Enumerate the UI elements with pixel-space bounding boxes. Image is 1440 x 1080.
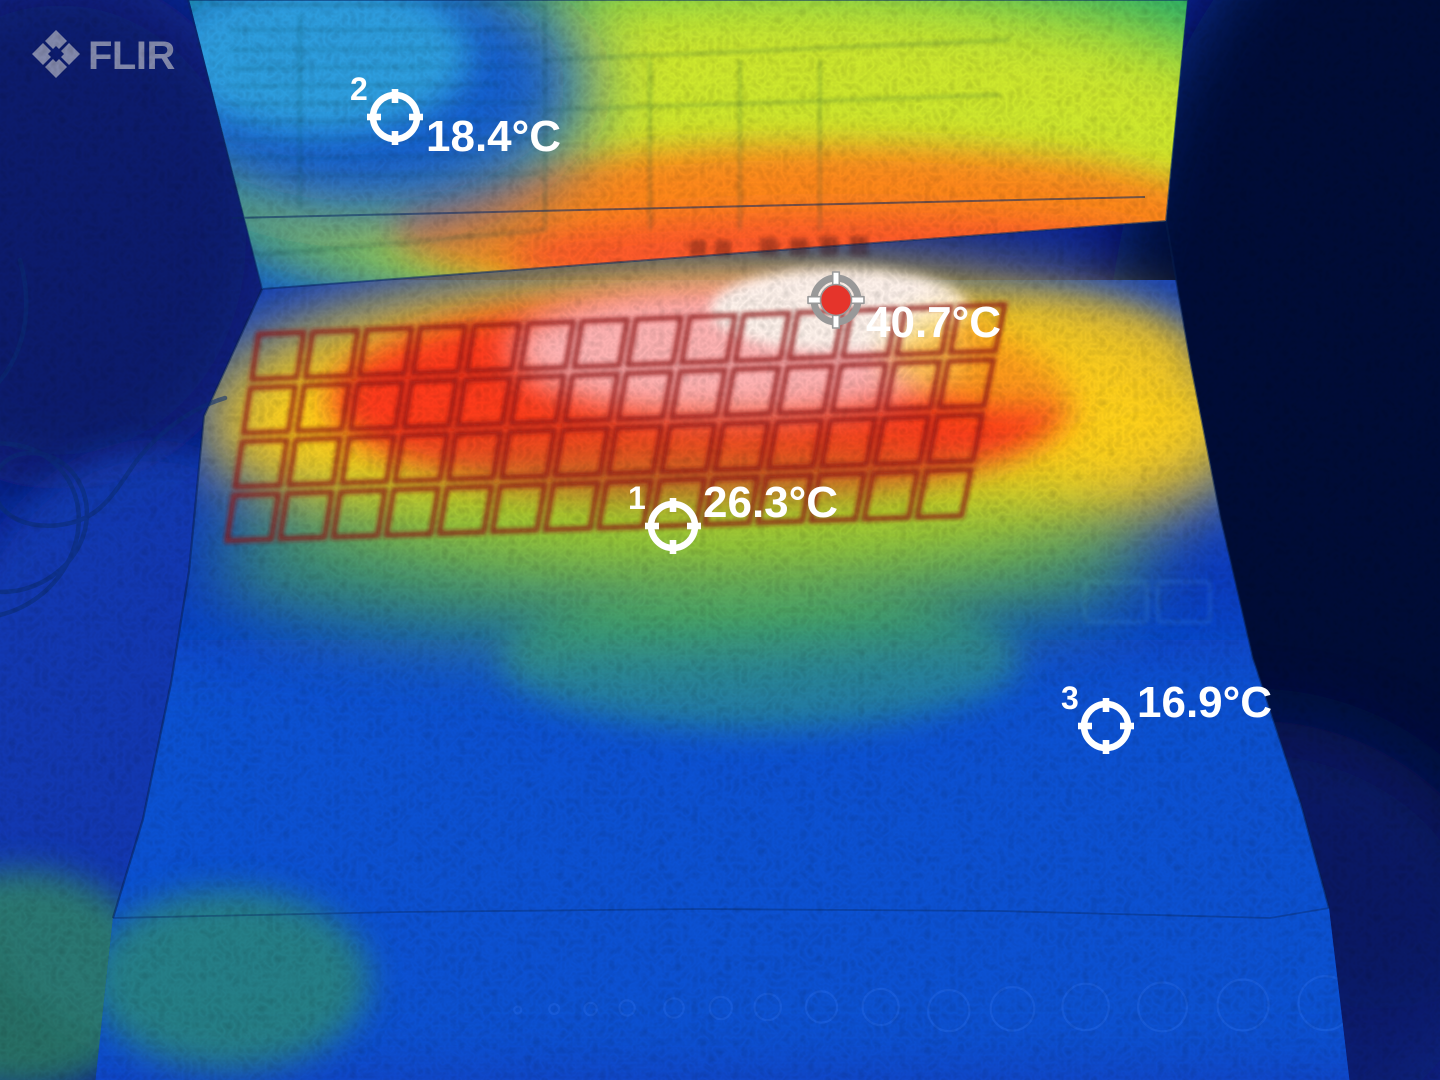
svg-text:16.9°C: 16.9°C (1137, 678, 1272, 727)
svg-text:3: 3 (1061, 680, 1079, 716)
svg-text:26.3°C: 26.3°C (703, 478, 838, 527)
svg-text:40.7°C: 40.7°C (866, 298, 1001, 347)
svg-text:1: 1 (628, 480, 646, 516)
svg-text:18.4°C: 18.4°C (426, 112, 561, 161)
svg-text:2: 2 (350, 71, 368, 107)
